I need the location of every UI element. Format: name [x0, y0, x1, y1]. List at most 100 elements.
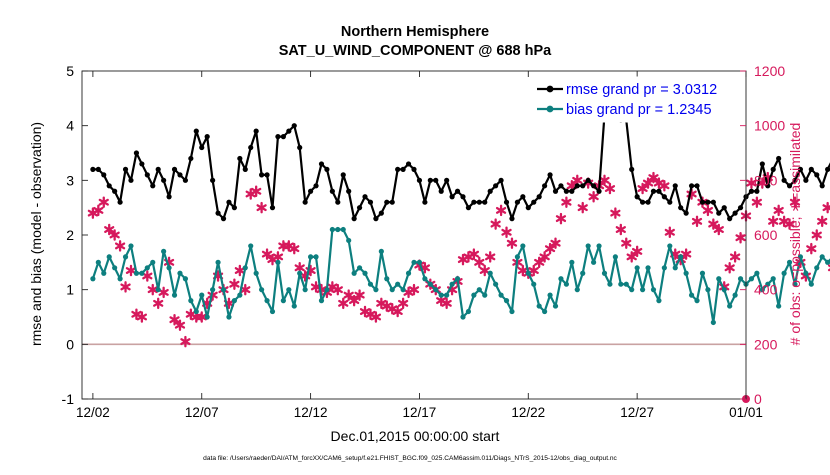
nobs-marker: [180, 335, 191, 348]
bias-point: [645, 265, 651, 271]
rmse-point: [705, 199, 711, 205]
legend-rmse-marker: [546, 85, 554, 93]
rmse-point: [786, 183, 793, 189]
nobs-marker-stroke: [408, 286, 420, 294]
nobs-marker-stroke: [702, 206, 714, 214]
y-tick-label-right: 0: [754, 391, 762, 407]
legend-bias-marker: [546, 105, 554, 113]
nobs-marker-stroke: [691, 217, 703, 225]
bias-point: [710, 319, 716, 326]
nobs-marker-stroke: [632, 247, 643, 255]
rmse-point: [248, 144, 254, 151]
bias-point: [596, 243, 602, 249]
rmse-point: [264, 172, 270, 178]
x-tick-label: 12/12: [294, 405, 328, 420]
bias-point: [242, 265, 248, 271]
rmse-point: [324, 166, 330, 172]
nobs-marker: [577, 201, 588, 214]
rmse-point: [155, 166, 161, 172]
rmse-point: [384, 199, 390, 205]
rmse-point: [400, 166, 406, 172]
bias-point: [819, 254, 825, 260]
nobs-marker: [599, 174, 610, 187]
rmse-point: [721, 205, 727, 211]
y-tick-label-right: 200: [754, 336, 778, 352]
bias-point: [569, 259, 575, 265]
bias-point: [694, 298, 700, 304]
bias-point: [732, 292, 738, 298]
nobs-marker-stroke: [485, 253, 496, 261]
rmse-point: [634, 194, 640, 200]
nobs-marker-stroke: [354, 291, 365, 299]
y-tick-label-left: 0: [66, 336, 74, 352]
bias-point: [667, 243, 673, 249]
bias-point: [101, 270, 107, 276]
bias-point: [623, 281, 629, 287]
bias-point: [384, 276, 390, 282]
rmse-point: [454, 188, 461, 194]
rmse-point: [237, 155, 243, 162]
nobs-marker-stroke: [463, 253, 474, 261]
nobs-marker: [142, 270, 153, 282]
bias-point: [759, 287, 765, 293]
rmse-point: [547, 172, 553, 178]
rmse-point: [825, 166, 830, 172]
nobs-marker-stroke: [822, 204, 830, 211]
nobs-marker: [370, 311, 382, 323]
bias-point: [411, 259, 417, 265]
nobs-marker: [174, 319, 186, 331]
bias-point: [226, 314, 232, 320]
nobs-marker-stroke: [572, 176, 583, 184]
bias-point: [335, 226, 341, 233]
nobs-marker: [822, 201, 830, 214]
bias-point: [547, 292, 553, 298]
nobs-marker: [98, 196, 109, 208]
nobs-marker-stroke: [664, 228, 675, 236]
bias-point: [634, 265, 640, 271]
bias-point: [531, 281, 537, 287]
nobs-marker: [773, 204, 784, 217]
y-tick-label-left: 1: [66, 282, 74, 298]
rmse-point: [710, 199, 716, 205]
rmse-point: [220, 216, 227, 222]
rmse-point: [667, 199, 673, 205]
rmse-point: [101, 172, 107, 178]
nobs-marker: [659, 180, 670, 192]
rmse-point: [596, 188, 602, 194]
nobs-marker-stroke: [539, 253, 550, 261]
bias-point: [269, 308, 276, 315]
nobs-marker: [468, 248, 480, 260]
x-tick-label: 01/01: [729, 405, 763, 420]
bias-point: [248, 243, 254, 249]
rmse-point: [563, 188, 569, 194]
rmse-point: [650, 188, 657, 194]
rmse-point: [275, 134, 281, 140]
nobs-marker-stroke: [147, 286, 158, 294]
bias-point: [231, 298, 237, 304]
bias-point: [405, 270, 412, 276]
nobs-marker-stroke: [642, 179, 654, 187]
rmse-point: [645, 199, 651, 205]
nobs-marker: [588, 190, 599, 203]
rmse-point: [449, 194, 455, 200]
nobs-marker-stroke: [229, 280, 240, 288]
bias-point: [155, 287, 161, 293]
bias-point: [525, 270, 531, 276]
legend: rmse grand pr = 3.0312 bias grand pr = 1…: [530, 76, 734, 123]
rmse-point: [493, 183, 499, 189]
nobs-marker: [408, 283, 420, 296]
nobs-marker-stroke: [534, 258, 545, 266]
bias-point: [378, 248, 384, 254]
rmse-point: [754, 188, 760, 194]
bias-point: [465, 308, 472, 315]
nobs-marker-stroke: [98, 198, 109, 206]
nobs-marker: [501, 226, 512, 239]
bias-point: [237, 292, 243, 298]
nobs-marker: [621, 237, 632, 249]
rmse-point: [683, 210, 689, 216]
nobs-marker: [109, 229, 120, 241]
nobs-marker: [604, 182, 616, 195]
rmse-point: [405, 161, 412, 167]
bias-point: [460, 314, 466, 320]
rmse-point: [498, 177, 504, 183]
